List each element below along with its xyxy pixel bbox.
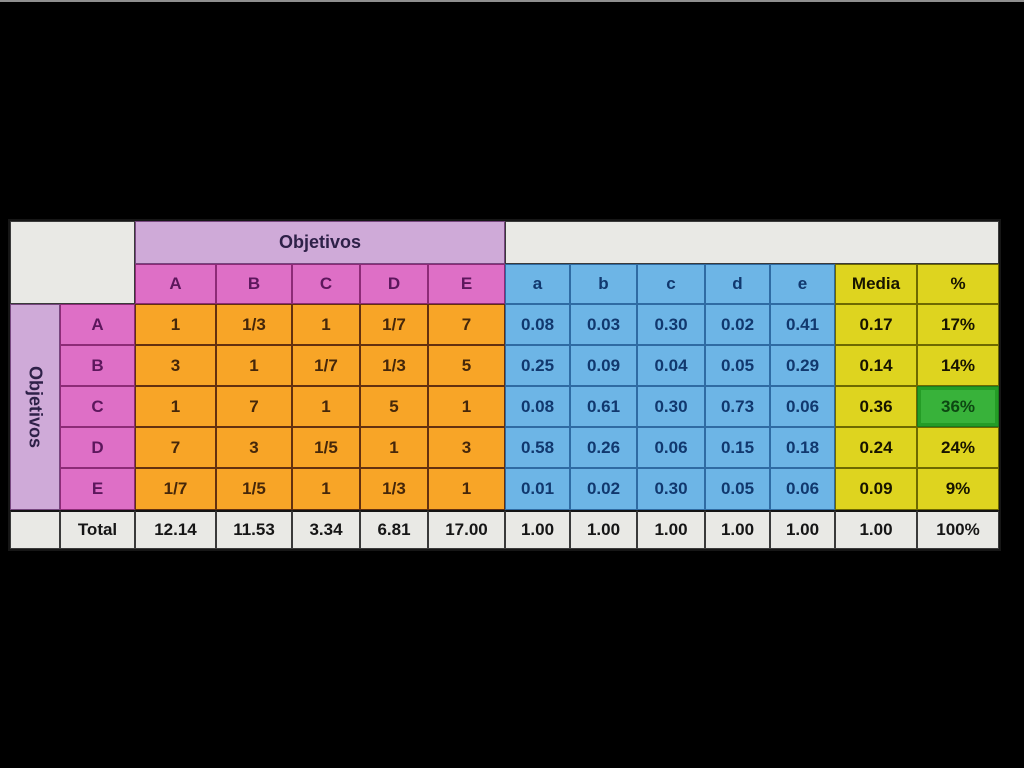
col-header-e: e <box>770 264 835 304</box>
norm-cell-D-d: 0.15 <box>705 427 770 468</box>
norm-cell-A-d: 0.02 <box>705 304 770 345</box>
media-cell-E: 0.09 <box>835 468 917 510</box>
col-header-A: A <box>135 264 216 304</box>
pair-cell-D-B: 3 <box>216 427 292 468</box>
total-norm-d: 1.00 <box>705 510 770 549</box>
objectives-row-group-header: Objetivos <box>10 304 60 510</box>
corner-cell <box>10 221 135 304</box>
total-pair-A: 12.14 <box>135 510 216 549</box>
norm-cell-E-d: 0.05 <box>705 468 770 510</box>
total-blank-cell <box>10 510 60 549</box>
pair-cell-C-C: 1 <box>292 386 360 427</box>
norm-cell-E-e: 0.06 <box>770 468 835 510</box>
norm-cell-C-b: 0.61 <box>570 386 637 427</box>
media-cell-C: 0.36 <box>835 386 917 427</box>
total-pair-C: 3.34 <box>292 510 360 549</box>
col-header-B: B <box>216 264 292 304</box>
total-norm-e: 1.00 <box>770 510 835 549</box>
pair-cell-B-A: 3 <box>135 345 216 386</box>
col-header-media: Media <box>835 264 917 304</box>
pair-cell-B-D: 1/3 <box>360 345 428 386</box>
media-cell-A: 0.17 <box>835 304 917 345</box>
pair-cell-D-A: 7 <box>135 427 216 468</box>
pair-cell-C-D: 5 <box>360 386 428 427</box>
col-header-b: b <box>570 264 637 304</box>
pair-cell-C-B: 7 <box>216 386 292 427</box>
row-header-E: E <box>60 468 135 510</box>
col-header-d: d <box>705 264 770 304</box>
pair-cell-E-D: 1/3 <box>360 468 428 510</box>
blank-header-band <box>505 221 999 264</box>
objectives-column-group-header: Objetivos <box>135 221 505 264</box>
norm-cell-A-b: 0.03 <box>570 304 637 345</box>
pair-cell-B-E: 5 <box>428 345 505 386</box>
norm-cell-E-a: 0.01 <box>505 468 570 510</box>
pair-cell-A-B: 1/3 <box>216 304 292 345</box>
pct-cell-A: 17% <box>917 304 999 345</box>
pair-cell-D-C: 1/5 <box>292 427 360 468</box>
total-pair-B: 11.53 <box>216 510 292 549</box>
pct-cell-D: 24% <box>917 427 999 468</box>
norm-cell-E-b: 0.02 <box>570 468 637 510</box>
total-pair-E: 17.00 <box>428 510 505 549</box>
row-header-C: C <box>60 386 135 427</box>
pct-cell-E: 9% <box>917 468 999 510</box>
pair-cell-C-A: 1 <box>135 386 216 427</box>
total-media: 1.00 <box>835 510 917 549</box>
norm-cell-B-b: 0.09 <box>570 345 637 386</box>
pair-cell-D-D: 1 <box>360 427 428 468</box>
pair-cell-A-D: 1/7 <box>360 304 428 345</box>
pct-cell-C: 36% <box>917 386 999 427</box>
row-header-A: A <box>60 304 135 345</box>
norm-cell-D-c: 0.06 <box>637 427 705 468</box>
norm-cell-E-c: 0.30 <box>637 468 705 510</box>
top-edge-strip <box>0 0 1024 2</box>
col-header-a: a <box>505 264 570 304</box>
pair-cell-B-C: 1/7 <box>292 345 360 386</box>
col-header-E: E <box>428 264 505 304</box>
norm-cell-D-e: 0.18 <box>770 427 835 468</box>
norm-cell-B-d: 0.05 <box>705 345 770 386</box>
norm-cell-C-e: 0.06 <box>770 386 835 427</box>
norm-cell-A-c: 0.30 <box>637 304 705 345</box>
pair-cell-E-C: 1 <box>292 468 360 510</box>
media-cell-B: 0.14 <box>835 345 917 386</box>
norm-cell-C-c: 0.30 <box>637 386 705 427</box>
total-pair-D: 6.81 <box>360 510 428 549</box>
norm-cell-B-c: 0.04 <box>637 345 705 386</box>
norm-cell-A-a: 0.08 <box>505 304 570 345</box>
pair-cell-E-B: 1/5 <box>216 468 292 510</box>
pair-cell-A-E: 7 <box>428 304 505 345</box>
pair-cell-E-E: 1 <box>428 468 505 510</box>
total-percent: 100% <box>917 510 999 549</box>
norm-cell-D-b: 0.26 <box>570 427 637 468</box>
pair-cell-B-B: 1 <box>216 345 292 386</box>
norm-cell-A-e: 0.41 <box>770 304 835 345</box>
norm-cell-B-a: 0.25 <box>505 345 570 386</box>
total-norm-b: 1.00 <box>570 510 637 549</box>
col-header-percent: % <box>917 264 999 304</box>
row-header-D: D <box>60 427 135 468</box>
norm-cell-C-a: 0.08 <box>505 386 570 427</box>
row-header-B: B <box>60 345 135 386</box>
pct-cell-B: 14% <box>917 345 999 386</box>
pair-cell-E-A: 1/7 <box>135 468 216 510</box>
pair-cell-C-E: 1 <box>428 386 505 427</box>
pair-cell-A-A: 1 <box>135 304 216 345</box>
total-norm-a: 1.00 <box>505 510 570 549</box>
total-label: Total <box>60 510 135 549</box>
pair-cell-D-E: 3 <box>428 427 505 468</box>
norm-cell-C-d: 0.73 <box>705 386 770 427</box>
col-header-c: c <box>637 264 705 304</box>
col-header-C: C <box>292 264 360 304</box>
total-norm-c: 1.00 <box>637 510 705 549</box>
media-cell-D: 0.24 <box>835 427 917 468</box>
col-header-D: D <box>360 264 428 304</box>
pair-cell-A-C: 1 <box>292 304 360 345</box>
norm-cell-D-a: 0.58 <box>505 427 570 468</box>
norm-cell-B-e: 0.29 <box>770 345 835 386</box>
